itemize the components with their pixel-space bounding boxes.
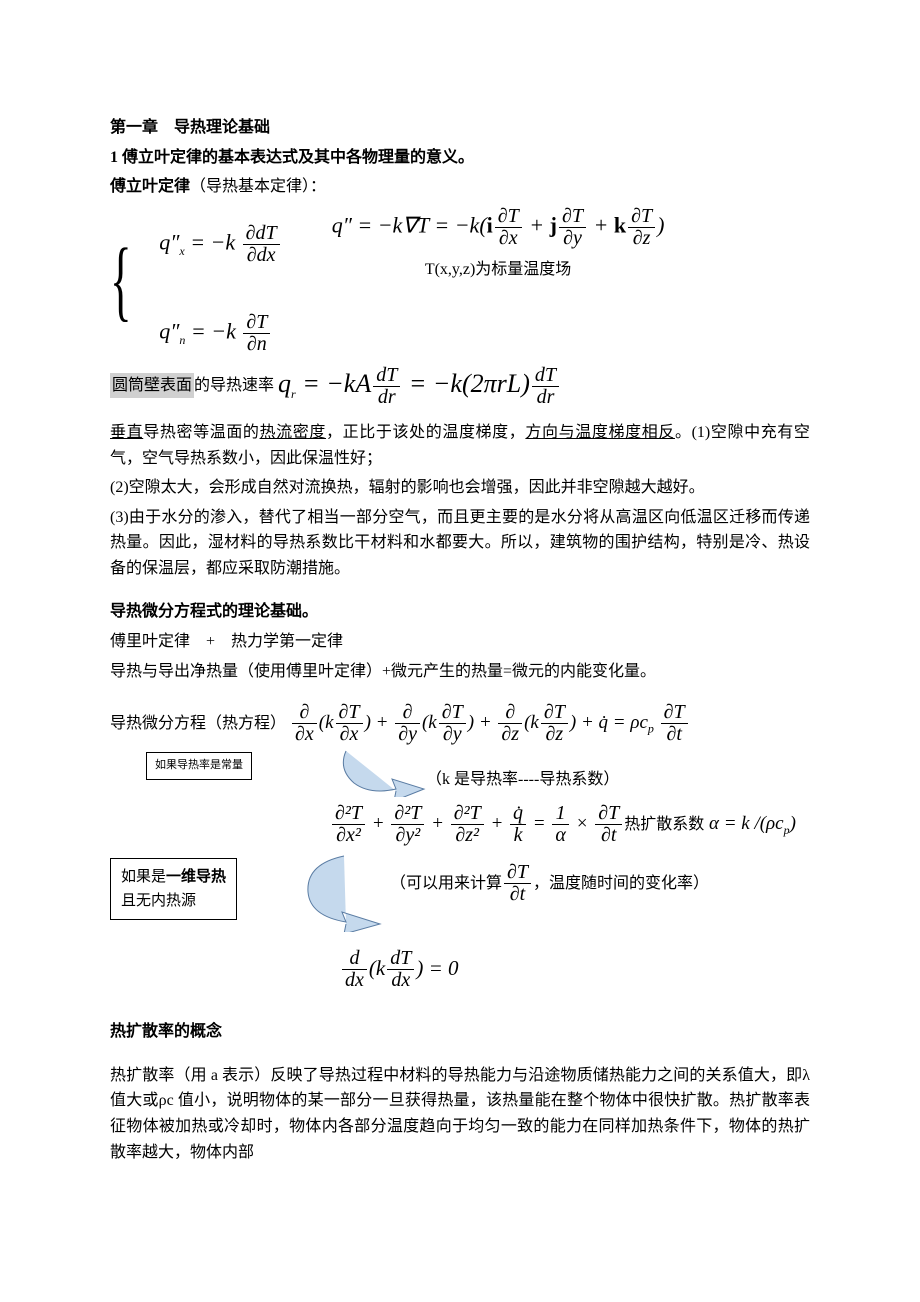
basis-line2: 导热与导出净热量（使用傅里叶定律）+微元产生的热量=微元的内能变化量。 [110, 659, 810, 685]
para-flux: 垂直导热密等温面的热流密度，正比于该处的温度梯度，方向与温度梯度相反。(1)空隙… [110, 420, 810, 471]
fourier-label: 傅立叶定律 [110, 178, 190, 195]
eq-heat: ∂∂x(k∂T∂x) + ∂∂y(k∂T∂y) + ∂∂z(k∂T∂z) + q… [290, 702, 690, 745]
eq-gradient: q″ = −k∇T = −k(i∂T∂x + j∂T∂y + k∂T∂z) [332, 206, 665, 249]
eq-qx: q″x = −k ∂dT∂dx [159, 223, 281, 266]
para-gap-3: (3)由于水分的渗入，替代了相当一部分空气，而且更主要的是水分将从高温区向低温区… [110, 505, 810, 582]
eq-cylinder: qr = −kAdTdr = −k(2πrL)dTdr [278, 363, 561, 408]
basis-line1: 傅里叶定律 + 热力学第一定律 [110, 629, 810, 655]
eq-qn: q″n = −k ∂T∂n [159, 312, 664, 355]
eq-simplified: ∂²T∂x² + ∂²T∂y² + ∂²T∂z² + q̇k = 1α × ∂T… [330, 813, 796, 834]
eq-grad-group: q″ = −k∇T = −k(i∂T∂x + j∂T∂y + k∂T∂z) T(… [332, 206, 665, 283]
heat-eq-row: 导热微分方程（热方程） ∂∂x(k∂T∂x) + ∂∂y(k∂T∂y) + ∂∂… [110, 702, 810, 745]
para-gap-2: (2)空隙太大，会形成自然对流换热，辐射的影响也会增强，因此并非空隙越大越好。 [110, 475, 810, 501]
eq-1d-wrap: ddx(kdTdx) = 0 [110, 948, 810, 991]
document-page: 第一章 导热理论基础 1 傅立叶定律的基本表达式及其中各物理量的意义。 傅立叶定… [0, 0, 920, 1302]
heat-eq-label: 导热微分方程（热方程） [110, 711, 286, 737]
heading-fourier: 1 傅立叶定律的基本表达式及其中各物理量的意义。 [110, 145, 810, 171]
cylinder-line: 圆筒壁表面的导热速率 qr = −kAdTdr = −k(2πrL)dTdr [110, 363, 810, 408]
fourier-brace-block: { q″x = −k ∂dT∂dx q″ = −k∇T = −k(i∂T∂x +… [110, 206, 810, 356]
note-box-1d: 如果是一维导热 且无内热源 [110, 858, 237, 920]
fourier-paren: （导热基本定律）： [190, 178, 326, 195]
chapter-title: 第一章 导热理论基础 [110, 115, 810, 141]
row-box-arrow-2: 如果是一维导热 且无内热源 （可以用来计算∂T∂t，温度随时间的变化率） [110, 852, 810, 932]
para-diffusivity: 热扩散率（用 a 表示）反映了导热过程中材料的导热能力与沿途物质储热能力之间的关… [110, 1063, 810, 1165]
scalar-field-note: T(x,y,z)为标量温度场 [332, 257, 665, 283]
eq-simplified-wrap: ∂²T∂x² + ∂²T∂y² + ∂²T∂z² + q̇k = 1α × ∂T… [110, 803, 810, 846]
heading-diffusivity: 热扩散率的概念 [110, 1019, 810, 1045]
note-box-constant-k: 如果导热率是常量 [146, 752, 252, 780]
k-explain: （k 是导热率----导热系数） [426, 771, 619, 788]
heading-diff-eq: 导热微分方程式的理论基础。 [110, 599, 810, 625]
calc-note: （可以用来计算∂T∂t，温度随时间的变化率） [390, 852, 810, 905]
row-box-arrow-1: 如果导热率是常量 （k 是导热率----导热系数） [110, 749, 810, 797]
eq-1d: ddx(kdTdx) = 0 [340, 956, 459, 980]
curved-arrow-icon [300, 852, 390, 932]
left-brace-icon: { [110, 236, 132, 326]
brace-content: q″x = −k ∂dT∂dx q″ = −k∇T = −k(i∂T∂x + j… [159, 206, 664, 356]
fourier-law-line: 傅立叶定律（导热基本定律）： [110, 174, 810, 200]
curved-arrow-icon [336, 749, 426, 797]
cylinder-label-rest: 的导热速率 [194, 373, 274, 399]
cylinder-label-hl: 圆筒壁表面 [110, 373, 194, 399]
